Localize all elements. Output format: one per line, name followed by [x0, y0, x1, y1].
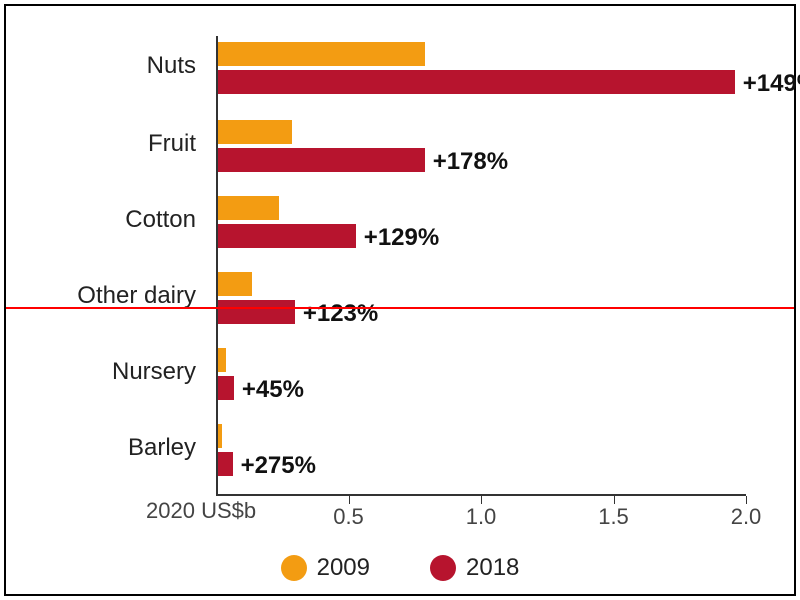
change-label: +123% — [303, 300, 378, 328]
plot-area: 0.51.01.52.0 — [216, 36, 746, 496]
category-label: Barley — [128, 434, 196, 462]
legend-label-2018: 2018 — [466, 554, 519, 582]
change-label: +129% — [364, 224, 439, 252]
category-label: Cotton — [125, 206, 196, 234]
chart-card: 0.51.01.52.0 NutsFruitCottonOther dairyN… — [4, 4, 796, 596]
bar-2018 — [218, 376, 234, 400]
category-label: Fruit — [148, 130, 196, 158]
change-label: +45% — [242, 376, 304, 404]
change-label: +178% — [433, 148, 508, 176]
x-tick-label: 1.0 — [466, 504, 497, 530]
category-label: Nuts — [147, 52, 196, 80]
legend-swatch-2009 — [281, 555, 307, 581]
bar-2009 — [218, 272, 252, 296]
bar-2018 — [218, 148, 425, 172]
bar-2009 — [218, 424, 222, 448]
bar-2009 — [218, 196, 279, 220]
bar-2009 — [218, 120, 292, 144]
legend-label-2009: 2009 — [317, 554, 370, 582]
bar-2018 — [218, 224, 356, 248]
bar-2009 — [218, 348, 226, 372]
x-label-year: 2020 — [146, 498, 195, 523]
x-label-unit: US$b — [201, 498, 256, 523]
x-tick — [481, 496, 482, 504]
x-tick — [746, 496, 747, 504]
bar-2018 — [218, 300, 295, 324]
x-tick-label: 1.5 — [598, 504, 629, 530]
bar-2009 — [218, 42, 425, 66]
legend: 2009 2018 — [6, 554, 794, 582]
annotation-horizontal-line — [6, 307, 794, 309]
x-tick — [614, 496, 615, 504]
bar-2018 — [218, 70, 735, 94]
bar-2018 — [218, 452, 233, 476]
category-label: Nursery — [112, 358, 196, 386]
category-label: Other dairy — [77, 282, 196, 310]
legend-item-2018: 2018 — [430, 554, 519, 582]
legend-swatch-2018 — [430, 555, 456, 581]
x-tick — [349, 496, 350, 504]
x-tick-label: 0.5 — [333, 504, 364, 530]
change-label: +149% — [743, 70, 800, 98]
x-axis-origin-label: 2020 US$b — [146, 498, 256, 524]
x-tick-label: 2.0 — [731, 504, 762, 530]
legend-item-2009: 2009 — [281, 554, 370, 582]
change-label: +275% — [241, 452, 316, 480]
